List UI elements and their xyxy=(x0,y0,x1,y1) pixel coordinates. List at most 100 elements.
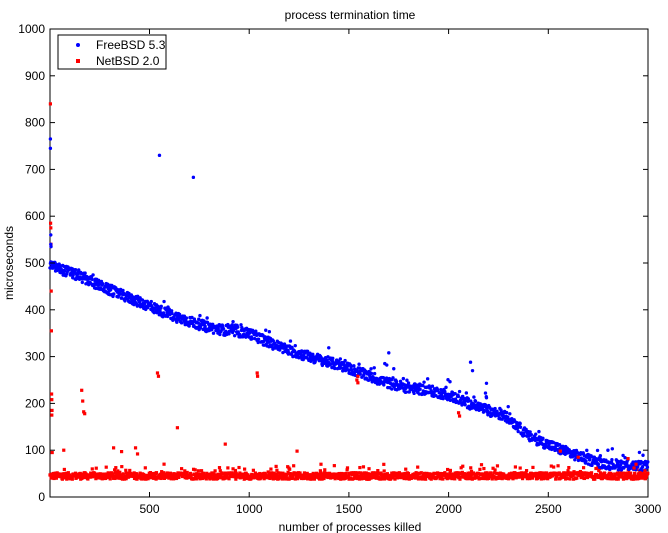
netbsd-point xyxy=(458,477,462,481)
freebsd-point xyxy=(256,337,261,341)
netbsd-point xyxy=(392,471,397,475)
freebsd-point xyxy=(372,366,376,370)
netbsd-point xyxy=(359,471,363,475)
netbsd-point xyxy=(138,471,142,475)
netbsd-point xyxy=(275,468,279,472)
netbsd-point xyxy=(285,472,289,477)
netbsd-point xyxy=(218,469,222,473)
netbsd-outlier-point xyxy=(49,289,53,293)
freebsd-point xyxy=(457,389,462,394)
freebsd-point xyxy=(90,277,94,282)
netbsd-point xyxy=(431,474,435,478)
netbsd-outlier-point xyxy=(50,413,54,417)
netbsd-outlier-point xyxy=(49,392,54,396)
netbsd-point xyxy=(212,472,216,476)
freebsd-point xyxy=(169,309,174,313)
netbsd-point xyxy=(288,467,292,471)
netbsd-point xyxy=(167,476,171,480)
freebsd-point xyxy=(401,376,406,381)
freebsd-point xyxy=(482,408,486,413)
freebsd-point xyxy=(372,371,377,376)
netbsd-point xyxy=(482,466,486,471)
netbsd-point xyxy=(272,471,276,475)
netbsd-outlier-point xyxy=(634,462,638,466)
y-tick-label: 0 xyxy=(38,490,45,504)
netbsd-point xyxy=(317,473,321,478)
freebsd-point xyxy=(464,391,469,395)
netbsd-point xyxy=(429,477,433,481)
netbsd-point xyxy=(118,470,122,474)
netbsd-point xyxy=(169,477,173,481)
freebsd-point xyxy=(621,453,625,458)
freebsd-point xyxy=(197,317,201,321)
netbsd-point xyxy=(593,475,597,480)
freebsd-outlier-point xyxy=(484,396,489,400)
freebsd-point xyxy=(264,328,268,332)
netbsd-point xyxy=(633,471,637,475)
netbsd-point xyxy=(395,471,399,475)
netbsd-point xyxy=(229,471,234,475)
netbsd-point xyxy=(232,473,236,477)
freebsd-point xyxy=(91,273,95,277)
netbsd-outlier-point xyxy=(135,452,140,456)
netbsd-point xyxy=(160,470,164,474)
netbsd-point xyxy=(312,477,317,481)
freebsd-point xyxy=(338,357,343,361)
netbsd-point xyxy=(226,466,230,470)
x-tick-label: 1500 xyxy=(336,502,363,516)
netbsd-point xyxy=(317,477,322,481)
freebsd-point xyxy=(422,380,426,384)
y-axis-ticks: 0 100 200 300 400 500 600 700 800 900 1000 xyxy=(18,22,648,504)
netbsd-point xyxy=(308,473,312,477)
freebsd-point xyxy=(444,385,448,390)
freebsd-point xyxy=(80,280,85,285)
freebsd-point xyxy=(390,387,394,391)
netbsd-point xyxy=(180,474,185,479)
freebsd-point xyxy=(170,311,174,316)
legend-box xyxy=(57,34,167,70)
netbsd-point xyxy=(100,477,104,481)
freebsd-point xyxy=(52,264,56,269)
freebsd-point xyxy=(541,436,545,441)
netbsd-point xyxy=(598,471,602,475)
y-tick-label: 1000 xyxy=(18,22,45,36)
freebsd-point xyxy=(472,395,476,399)
netbsd-point xyxy=(597,469,601,473)
netbsd-point xyxy=(117,473,121,477)
netbsd-point xyxy=(112,474,116,478)
freebsd-point xyxy=(640,465,645,469)
freebsd-outlier-point xyxy=(484,381,489,385)
freebsd-point xyxy=(391,376,395,380)
netbsd-point xyxy=(568,471,572,475)
netbsd-point xyxy=(201,471,206,475)
netbsd-point xyxy=(434,476,439,480)
freebsd-point xyxy=(232,333,237,338)
netbsd-outlier-point xyxy=(643,469,647,473)
netbsd-point xyxy=(323,468,327,472)
netbsd-outlier-point xyxy=(48,221,53,225)
netbsd-point xyxy=(152,476,156,480)
freebsd-point xyxy=(203,324,207,328)
freebsd-point xyxy=(187,324,191,328)
freebsd-point xyxy=(190,315,194,320)
netbsd-point xyxy=(249,477,253,481)
netbsd-point xyxy=(487,475,491,479)
freebsd-point xyxy=(441,396,445,401)
freebsd-point xyxy=(506,415,510,419)
netbsd-point xyxy=(445,472,449,476)
netbsd-point xyxy=(365,475,370,479)
netbsd-outlier-point xyxy=(49,329,53,333)
netbsd-point xyxy=(485,475,489,479)
netbsd-point xyxy=(185,476,189,480)
freebsd-point xyxy=(466,397,471,401)
freebsd-point xyxy=(290,345,294,350)
freebsd-point xyxy=(430,384,435,388)
netbsd-point xyxy=(124,468,128,472)
netbsd-point xyxy=(512,474,516,478)
netbsd-point xyxy=(443,471,447,475)
netbsd-point xyxy=(542,471,547,476)
freebsd-point xyxy=(623,456,627,460)
freebsd-point xyxy=(405,378,409,382)
netbsd-point xyxy=(562,475,566,479)
